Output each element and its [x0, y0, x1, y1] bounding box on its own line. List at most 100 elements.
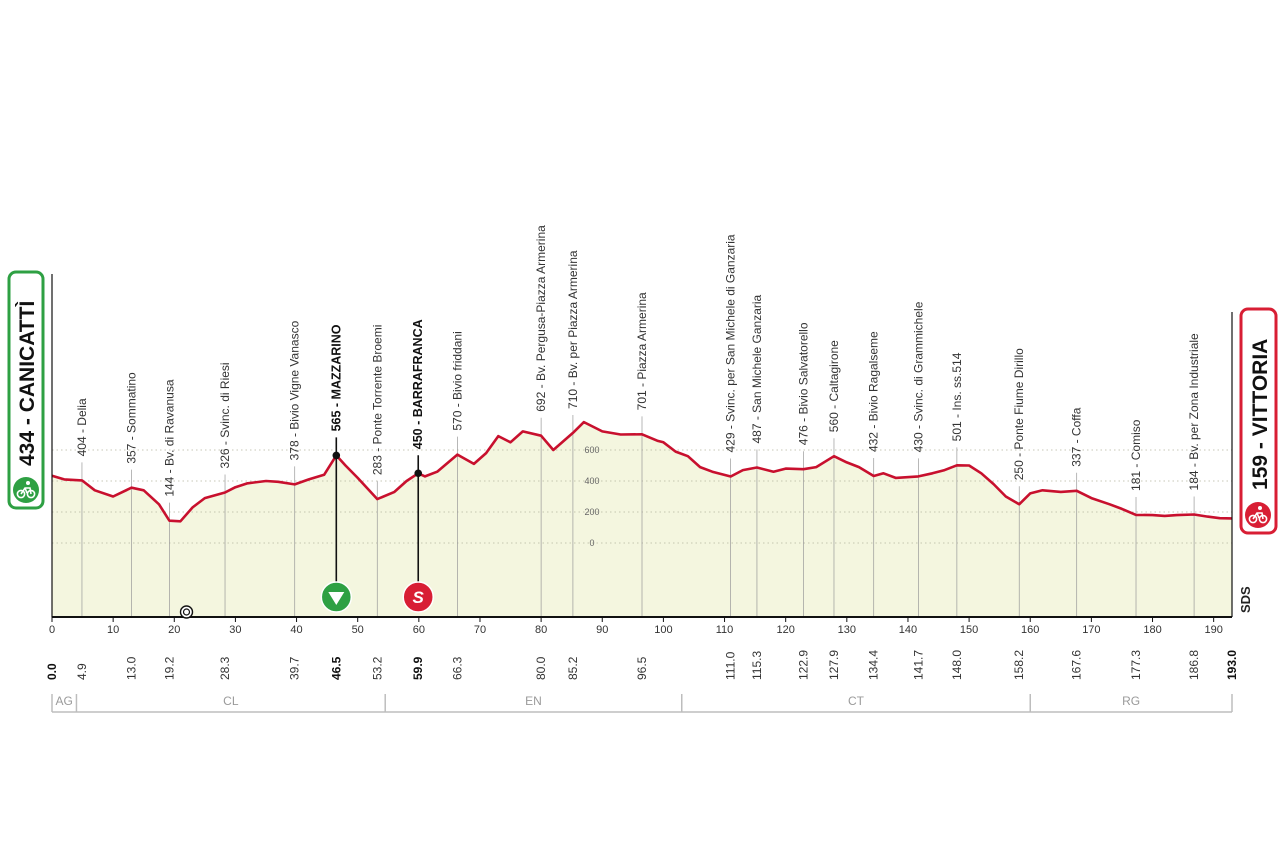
- waypoint-label: 692 - Bv. Pergusa-Piazza Armerina: [534, 225, 548, 412]
- waypoint-dot: [414, 469, 423, 478]
- x-tick-label: 50: [352, 624, 364, 636]
- waypoint-label: 357 - Sommatino: [124, 372, 138, 464]
- cumulative-km-label: 66.3: [450, 656, 464, 680]
- cumulative-km-label: 85.2: [566, 656, 580, 680]
- kom-icon: [320, 581, 353, 613]
- cumulative-km-label: 0.0: [45, 663, 59, 680]
- cumulative-km-label: 13.0: [124, 656, 138, 680]
- cumulative-km-label: 127.9: [827, 650, 841, 680]
- waypoint-label: 184 - Bv. per Zona Industriale: [1187, 333, 1201, 491]
- start-badge: 434 - CANICATTÌ: [7, 270, 45, 510]
- cumulative-km-label: 80.0: [534, 656, 548, 680]
- cumulative-km-label: 53.2: [370, 656, 384, 680]
- waypoint-label: 283 - Ponte Torrente Broemi: [370, 325, 384, 476]
- x-tick-label: 140: [899, 624, 917, 636]
- cumulative-km-label: 167.6: [1070, 650, 1084, 680]
- waypoint-guide-lines: [81, 414, 1195, 617]
- y-tick-label: 600: [584, 445, 599, 455]
- waypoint-label: 476 - Bivio Salvatorello: [796, 322, 810, 445]
- race-markers: S: [179, 451, 434, 619]
- cyclist-icon: [13, 477, 39, 503]
- sprint-icon: S: [402, 581, 434, 613]
- province-bar: AG CL EN CT RG: [51, 694, 1233, 713]
- x-tick-label: 80: [535, 624, 547, 636]
- waypoint-label: 701 - Piazza Armerina: [635, 292, 649, 410]
- cumulative-km-label: 158.2: [1012, 650, 1026, 680]
- waypoint-dot: [332, 451, 341, 460]
- cumulative-km-label: 59.9: [411, 656, 425, 680]
- x-tick-label: 110: [716, 624, 734, 636]
- waypoint-label: 337 - Coffa: [1070, 407, 1084, 466]
- feed-zone-icon: [179, 605, 194, 619]
- province-label: CL: [223, 694, 239, 708]
- cumulative-km-label: 96.5: [635, 656, 649, 680]
- cumulative-km-label: 193.0: [1225, 650, 1239, 680]
- waypoint-label: 429 - Svinc. per San Michele di Ganzaria: [724, 234, 738, 452]
- cumulative-km-label: 141.7: [911, 650, 925, 680]
- finish-badge-label: 159 - VITTORIA: [1249, 339, 1272, 490]
- elevation-line: [51, 420, 1233, 523]
- x-tick-label: 10: [107, 624, 119, 636]
- waypoint-label: 560 - Caltagirone: [827, 340, 841, 432]
- x-tick-label: 150: [960, 624, 978, 636]
- x-tick-label: 70: [474, 624, 486, 636]
- x-tick-label: 20: [168, 624, 180, 636]
- x-tick-label: 160: [1021, 624, 1039, 636]
- waypoint-label: 487 - San Michele Ganzaria: [750, 294, 764, 443]
- waypoint-label: 432 - Bivio Ragalseme: [867, 331, 881, 452]
- waypoint-label: 570 - Bivio friddani: [450, 331, 464, 430]
- y-tick-label: 400: [584, 476, 599, 486]
- waypoint-label: 378 - Bivio Vigne Vanasco: [288, 320, 302, 460]
- waypoint-label: 250 - Ponte Fiume Dirillo: [1012, 348, 1026, 480]
- x-tick-label: 180: [1143, 624, 1161, 636]
- waypoint-label: 404 - Delia: [75, 398, 89, 456]
- cumulative-km-label: 46.5: [329, 656, 343, 680]
- waypoint-label: 710 - Bv. per Piazza Armerina: [566, 250, 580, 409]
- y-tick-label: 0: [589, 538, 594, 548]
- waypoint-label: 326 - Svinc. di Riesi: [218, 362, 232, 468]
- x-tick-label: 170: [1082, 624, 1100, 636]
- x-tick-label: 130: [838, 624, 856, 636]
- cyclist-icon: [1245, 502, 1271, 528]
- cumulative-km-label: 19.2: [162, 656, 176, 680]
- x-tick-label: 100: [654, 624, 672, 636]
- x-tick-label: 60: [413, 624, 425, 636]
- x-tick-label: 40: [290, 624, 302, 636]
- cumulative-km-label: 122.9: [796, 650, 810, 680]
- x-tick-label: 30: [229, 624, 241, 636]
- sds-logo: SDS: [1238, 586, 1253, 613]
- province-label: EN: [525, 694, 542, 708]
- waypoint-label: 501 - Ins. ss.514: [950, 352, 964, 441]
- cumulative-km-labels: 0.0 4.9 13.0 19.2 28.3 39.7 46.5 53.2 59.9 66.3 80…: [45, 650, 1239, 680]
- start-badge-label: 434 - CANICATTÌ: [16, 301, 39, 466]
- x-tick-label: 0: [49, 624, 55, 636]
- cumulative-km-label: 186.8: [1187, 650, 1201, 680]
- x-tick-label: 120: [776, 624, 794, 636]
- cumulative-km-label: 111.0: [724, 651, 738, 680]
- waypoint-label: 181 - Comiso: [1129, 419, 1143, 491]
- cumulative-km-label: 148.0: [950, 650, 964, 680]
- cumulative-km-label: 177.3: [1129, 650, 1143, 680]
- waypoint-label: 144 - Bv. di Ravanusa: [162, 379, 176, 497]
- province-label: CT: [848, 694, 865, 708]
- svg-text:S: S: [413, 588, 425, 607]
- distance-ticks: 0 10 20 30 40 50 60 70 80 90 100 110 120 130 140 150 160…: [49, 617, 1223, 636]
- x-tick-label: 190: [1204, 624, 1222, 636]
- cumulative-km-label: 134.4: [867, 650, 881, 680]
- altitude-ticks: 0 200 400 600: [584, 445, 599, 548]
- start-badge-frame: [7, 270, 45, 510]
- waypoint-label: 430 - Svinc. di Grammichele: [911, 301, 925, 452]
- province-label: RG: [1122, 694, 1140, 708]
- finish-badge: 159 - VITTORIA: [1239, 307, 1278, 535]
- finish-badge-frame: [1239, 307, 1278, 535]
- province-label: AG: [56, 694, 73, 708]
- waypoint-label: 450 - BARRAFRANCA: [411, 319, 425, 449]
- cumulative-km-label: 28.3: [218, 656, 232, 680]
- cumulative-km-label: 115.3: [750, 651, 764, 680]
- x-tick-label: 90: [596, 624, 608, 636]
- cumulative-km-label: 39.7: [288, 656, 302, 680]
- cumulative-km-label: 4.9: [75, 663, 89, 680]
- y-tick-label: 200: [584, 507, 599, 517]
- waypoint-labels: 404 - Delia 357 - Sommatino 144 - Bv. di R…: [75, 225, 1201, 497]
